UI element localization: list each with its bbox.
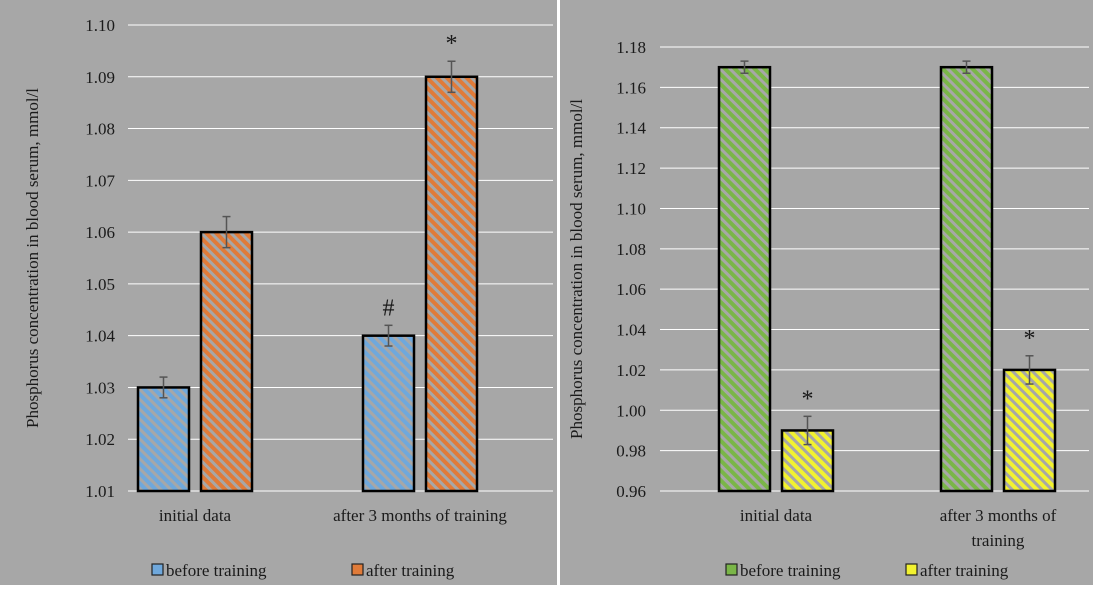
y-tick-label: 0.98 — [616, 442, 646, 461]
y-tick-label: 1.10 — [85, 16, 115, 35]
y-tick-label: 1.09 — [85, 68, 115, 87]
y-tick-label: 0.96 — [616, 482, 646, 501]
x-category-label: training — [972, 531, 1025, 550]
y-tick-label: 1.06 — [85, 223, 115, 242]
y-tick-label: 1.02 — [85, 430, 115, 449]
y-tick-label: 1.18 — [616, 38, 646, 57]
significance-mark: # — [383, 295, 395, 321]
legend-label: after training — [920, 561, 1009, 580]
y-tick-label: 1.04 — [616, 321, 646, 340]
bar — [136, 386, 191, 493]
significance-mark: * — [1024, 326, 1036, 352]
chart-2: 0.96 0.98 1.00 1.02 1.04 1.06 1.08 1.10 1.12 1.14… — [567, 38, 1089, 580]
y-tick-label: 1.01 — [85, 482, 115, 501]
y-tick-label: 1.07 — [85, 171, 115, 190]
y-tick-label: 1.02 — [616, 361, 646, 380]
legend-label: before training — [166, 561, 267, 580]
bar — [361, 334, 416, 493]
x-category-label: after 3 months of training — [333, 506, 507, 525]
y-axis-title: Phosphorus concentration in blood serum,… — [567, 99, 586, 439]
x-category-label: after 3 months of — [940, 506, 1057, 525]
chart-1: 1.01 1.02 1.03 1.04 1.05 1.06 1.07 1.08 1.09 1.10… — [23, 16, 553, 580]
y-tick-label: 1.06 — [616, 280, 646, 299]
y-tick-label: 1.12 — [616, 159, 646, 178]
y-tick-label: 1.04 — [85, 327, 115, 346]
y-tick-label: 1.03 — [85, 378, 115, 397]
y-tick-label: 1.16 — [616, 78, 646, 97]
bar — [199, 230, 254, 493]
x-category-label: initial data — [740, 506, 813, 525]
y-tick-label: 1.14 — [616, 119, 646, 138]
legend-label: before training — [740, 561, 841, 580]
bar — [939, 65, 994, 493]
panel-divider — [557, 0, 560, 585]
legend-swatch — [905, 563, 918, 576]
x-category-label: initial data — [159, 506, 232, 525]
significance-mark: * — [446, 31, 458, 57]
y-tick-label: 1.10 — [616, 199, 646, 218]
y-axis-title: Phosphorus concentration in blood serum,… — [23, 88, 42, 428]
legend-label: after training — [366, 561, 455, 580]
bar — [717, 65, 772, 493]
bar — [1002, 368, 1057, 493]
bar — [424, 75, 479, 493]
y-tick-label: 1.08 — [85, 120, 115, 139]
legend-swatch — [725, 563, 738, 576]
y-tick-label: 1.05 — [85, 275, 115, 294]
legend-swatch — [351, 563, 364, 576]
y-tick-label: 1.00 — [616, 401, 646, 420]
significance-mark: * — [802, 386, 814, 412]
legend-swatch — [151, 563, 164, 576]
y-tick-label: 1.08 — [616, 240, 646, 259]
